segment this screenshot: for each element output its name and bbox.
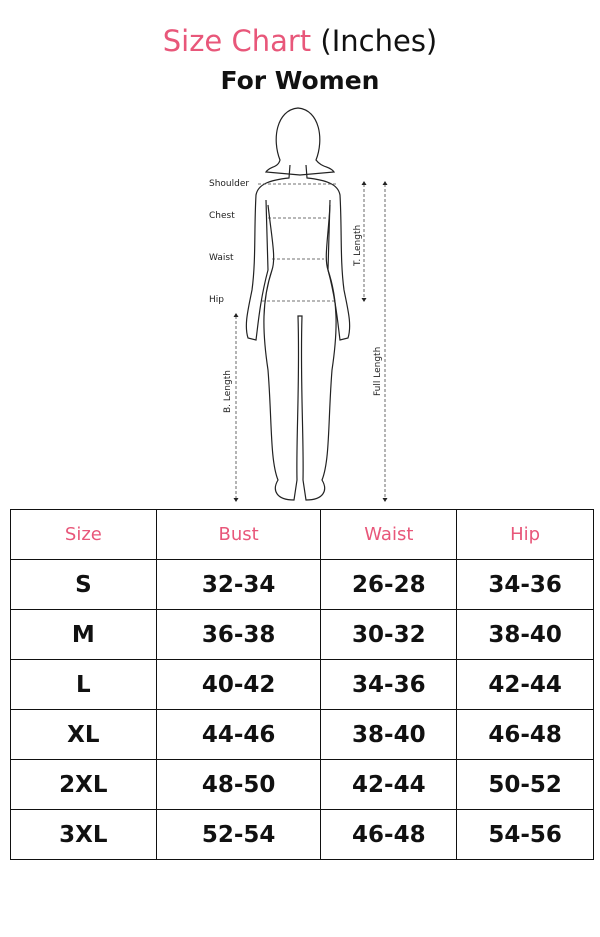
label-t-length: T. Length bbox=[353, 225, 363, 267]
cell-hip: 50-52 bbox=[456, 759, 594, 810]
size-chart-table: Size Bust Waist Hip S 32-34 26-28 34-36 M 36-38 30… bbox=[10, 509, 594, 860]
cell-size: 2XL bbox=[10, 759, 157, 810]
table-row: XL 44-46 38-40 46-48 bbox=[10, 709, 594, 760]
table-row: M 36-38 30-32 38-40 bbox=[10, 609, 594, 660]
body-outline bbox=[245, 107, 351, 501]
arrow-heads bbox=[233, 181, 388, 502]
cell-hip: 46-48 bbox=[456, 709, 594, 760]
cell-bust: 36-38 bbox=[155, 609, 322, 660]
cell-size: 3XL bbox=[10, 809, 157, 860]
cell-waist: 26-28 bbox=[320, 559, 458, 610]
header-hip: Hip bbox=[456, 509, 594, 560]
cell-size: XL bbox=[10, 709, 157, 760]
cell-hip: 34-36 bbox=[456, 559, 594, 610]
cell-waist: 38-40 bbox=[320, 709, 458, 760]
cell-bust: 32-34 bbox=[155, 559, 322, 610]
page-subtitle: For Women bbox=[220, 66, 380, 95]
table-row: S 32-34 26-28 34-36 bbox=[10, 559, 594, 610]
label-shoulder: Shoulder bbox=[209, 179, 249, 189]
cell-waist: 42-44 bbox=[320, 759, 458, 810]
cell-bust: 52-54 bbox=[155, 809, 322, 860]
cell-size: L bbox=[10, 659, 157, 710]
cell-size: M bbox=[10, 609, 157, 660]
label-waist: Waist bbox=[209, 253, 234, 263]
header-bust: Bust bbox=[155, 509, 322, 560]
cell-hip: 54-56 bbox=[456, 809, 594, 860]
cell-hip: 38-40 bbox=[456, 609, 594, 660]
label-b-length: B. Length bbox=[223, 370, 233, 413]
page-title: Size Chart (Inches) bbox=[0, 24, 600, 58]
cell-waist: 34-36 bbox=[320, 659, 458, 710]
table-row: 2XL 48-50 42-44 50-52 bbox=[10, 759, 594, 810]
cell-bust: 40-42 bbox=[155, 659, 322, 710]
measurement-lines bbox=[235, 183, 386, 500]
label-full-length: Full Length bbox=[373, 347, 383, 396]
table-row: 3XL 52-54 46-48 54-56 bbox=[10, 809, 594, 860]
title-unit: (Inches) bbox=[320, 24, 438, 58]
cell-waist: 46-48 bbox=[320, 809, 458, 860]
cell-waist: 30-32 bbox=[320, 609, 458, 660]
label-chest: Chest bbox=[209, 211, 235, 221]
table-row: L 40-42 34-36 42-44 bbox=[10, 659, 594, 710]
body-measurement-figure: Shoulder Chest Waist Hip T. Length Full … bbox=[209, 107, 388, 502]
cell-bust: 44-46 bbox=[155, 709, 322, 760]
cell-bust: 48-50 bbox=[155, 759, 322, 810]
cell-hip: 42-44 bbox=[456, 659, 594, 710]
cell-size: S bbox=[10, 559, 157, 610]
header-size: Size bbox=[10, 509, 157, 560]
title-accent: Size Chart bbox=[162, 24, 312, 58]
table-header-row: Size Bust Waist Hip bbox=[10, 509, 594, 560]
label-hip: Hip bbox=[209, 295, 224, 305]
header-waist: Waist bbox=[320, 509, 458, 560]
